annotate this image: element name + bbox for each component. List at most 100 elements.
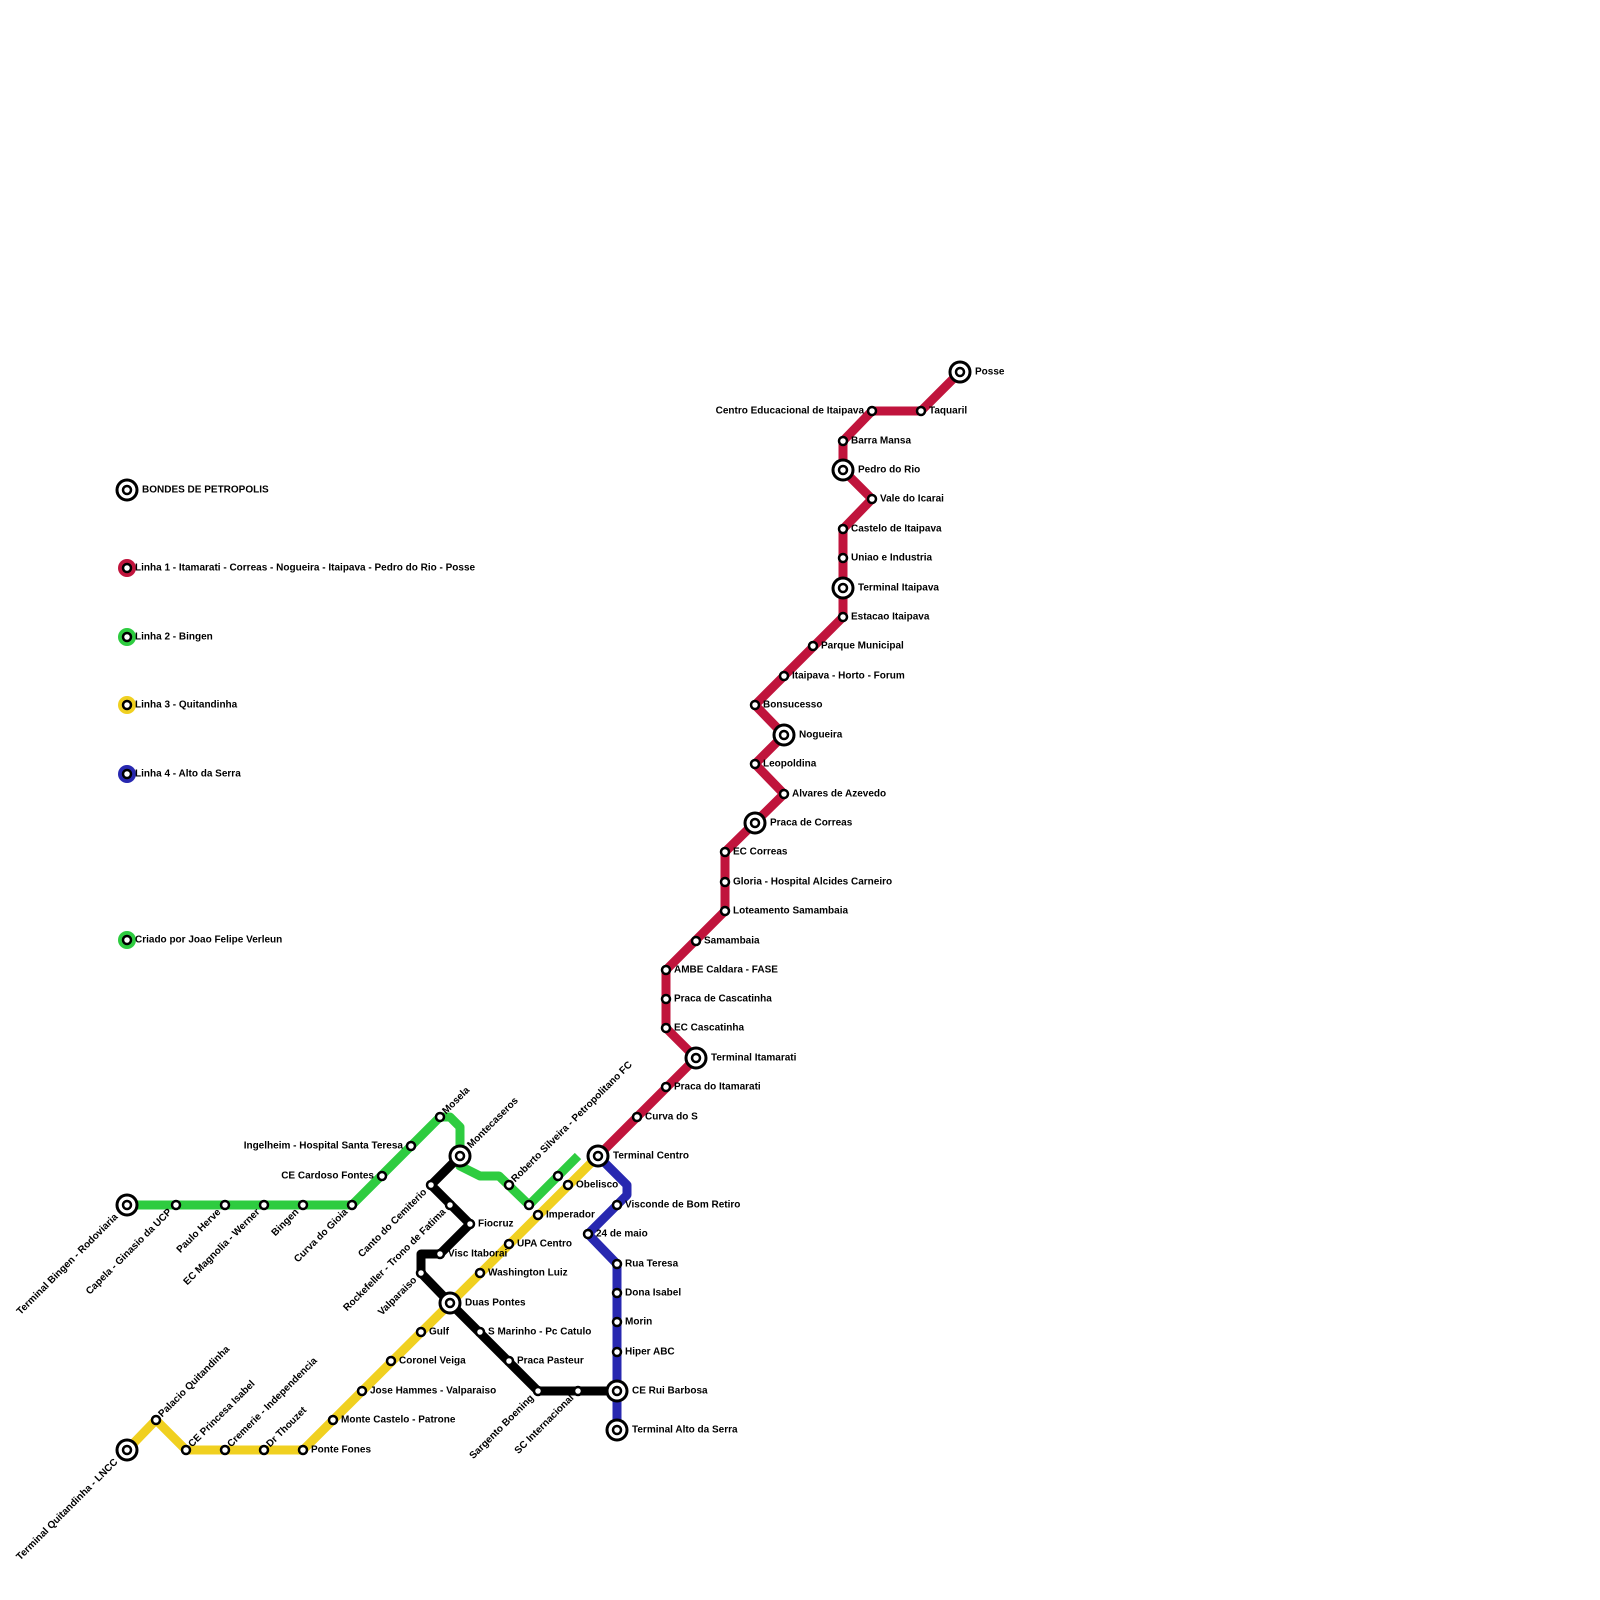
station-label: Curva do S [645,1112,698,1123]
legend-label: Linha 2 - Bingen [135,632,213,643]
station-label: Parque Municipal [821,641,904,652]
station-label: EC Correas [733,847,788,858]
interchange-core [444,1297,456,1309]
station [444,1199,456,1211]
station [532,1209,544,1221]
station [807,640,819,652]
station [611,1316,623,1328]
station-label: Valparaiso [376,1275,419,1318]
interchange-core [121,1199,133,1211]
station-label: Jose Hammes - Valparaiso [370,1386,496,1397]
station [297,1444,309,1456]
station [170,1199,182,1211]
station-label: Terminal Itaipava [858,583,939,594]
station [611,1346,623,1358]
interchange-core [954,366,966,378]
interchange-core [454,1150,466,1162]
credit: Criado por Joao Felipe Verleun [135,935,282,946]
station-label: Terminal Quitandinha - LNCC [15,1457,121,1563]
station-label: Samambaia [704,936,760,947]
station-label: Fiocruz [478,1219,514,1230]
station-label: Castelo de Itaipava [851,524,942,535]
station-label: EC Magnolia - Werner [182,1207,263,1288]
station-label: Praca Pasteur [517,1356,584,1367]
interchange-core [611,1385,623,1397]
interchange-core [837,582,849,594]
station [219,1444,231,1456]
station-label: Praca de Correas [770,818,853,829]
line-route [594,368,964,1160]
station-label: Leopoldina [763,759,817,770]
station-label: CE Princesa Isabel [186,1379,257,1450]
legend-label: Linha 4 - Alto da Serra [135,769,241,780]
station-label: Terminal Itamarati [711,1053,797,1064]
station [356,1385,368,1397]
station [631,1111,643,1123]
station [219,1199,231,1211]
station [611,1287,623,1299]
station [611,1199,623,1211]
station [837,435,849,447]
station-label: Ingelheim - Hospital Santa Teresa [244,1141,404,1152]
station [660,993,672,1005]
station-label: CE Rui Barbosa [632,1386,708,1397]
station [778,788,790,800]
station [297,1199,309,1211]
station [915,405,927,417]
station-label: Praca do Itamarati [674,1082,761,1093]
station-label: Vale do Icarai [880,494,944,505]
interchange-core [121,484,133,496]
station [660,1022,672,1034]
station [180,1444,192,1456]
station-label: Capela - Ginasio da UCP [84,1207,175,1298]
station-label: Hiper ABC [625,1347,675,1358]
station [150,1414,162,1426]
station-label: Obelisco [576,1180,618,1191]
station [866,493,878,505]
station-label: CE Cardoso Fontes [281,1171,374,1182]
station [749,699,761,711]
station [866,405,878,417]
station [660,964,672,976]
station-label: Bonsucesso [763,700,822,711]
station [434,1248,446,1260]
station [749,758,761,770]
station-label: Centro Educacional de Itaipava [716,406,865,417]
station-label: Imperador [546,1210,595,1221]
station [552,1170,564,1182]
station-label: Uniao e Industria [851,553,933,564]
legend-station [121,768,133,780]
station [258,1199,270,1211]
station-label: Pedro do Rio [858,465,920,476]
station [719,846,731,858]
station-label: Monte Castelo - Patrone [341,1415,456,1426]
station-label: EC Cascatinha [674,1023,744,1034]
station-label: 24 de maio [596,1229,648,1240]
station [582,1228,594,1240]
station-label: Estacao Itaipava [851,612,930,623]
station [503,1355,515,1367]
legend-label: Linha 3 - Quitandinha [135,700,238,711]
station-label: Terminal Centro [613,1151,689,1162]
station-label: Ponte Fones [311,1445,371,1456]
interchange-core [690,1052,702,1064]
station-label: AMBE Caldara - FASE [674,965,778,976]
station [523,1199,535,1211]
station [690,935,702,947]
station [464,1218,476,1230]
legend-station [121,699,133,711]
station-label: Itaipava - Horto - Forum [792,671,905,682]
station [346,1199,358,1211]
station-label: Canto do Cemiterio [356,1187,429,1260]
station [778,670,790,682]
interchange-core [121,1444,133,1456]
station-label: Gulf [429,1327,450,1338]
station-label: Washington Luiz [488,1268,568,1279]
station-label: Dona Isabel [625,1288,681,1299]
station-label: Praca de Cascatinha [674,994,772,1005]
station-label: Loteamento Samambaia [733,906,848,917]
station-label: Visconde de Bom Retiro [625,1200,740,1211]
station [611,1258,623,1270]
station [503,1179,515,1191]
